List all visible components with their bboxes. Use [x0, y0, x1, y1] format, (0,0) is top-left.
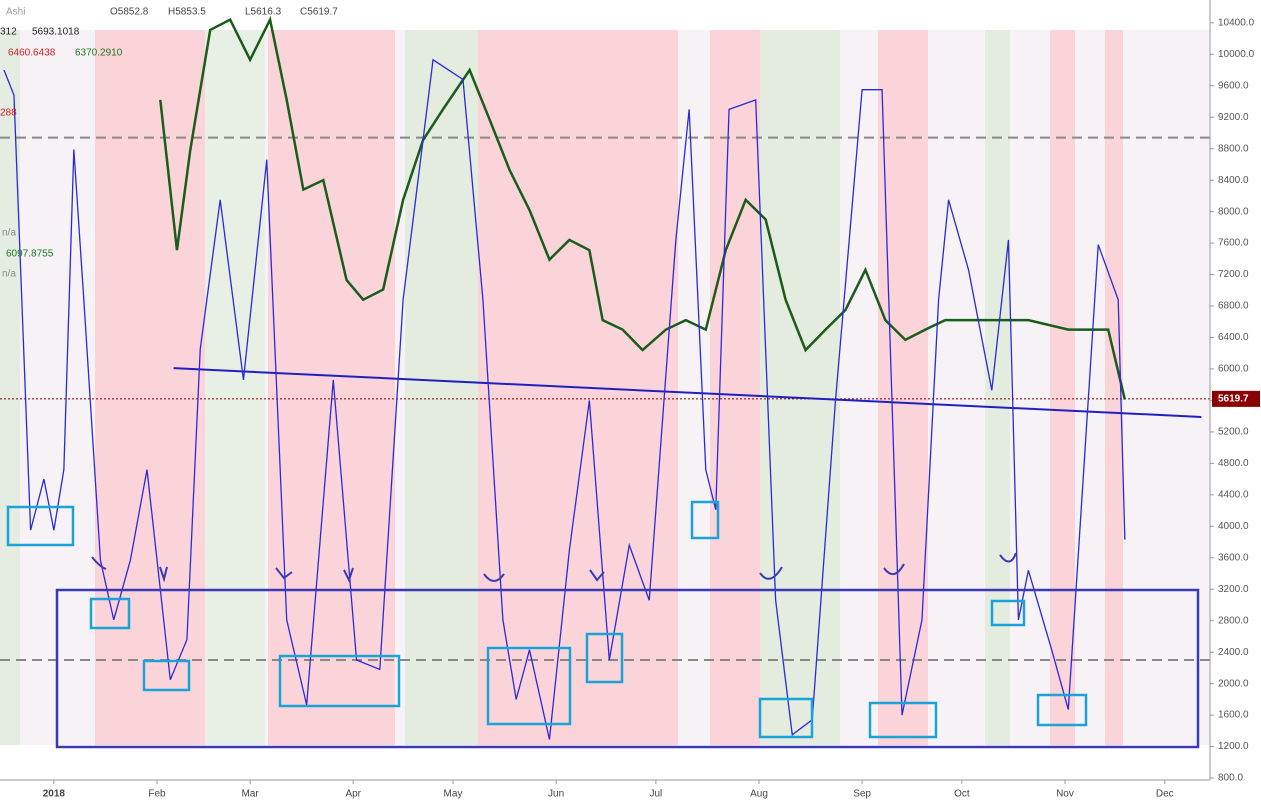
y-tick-label: 1600.0: [1218, 710, 1249, 721]
y-tick-label: 3200.0: [1218, 584, 1249, 595]
highlight-box: [6, 505, 75, 547]
shade: [1105, 30, 1123, 745]
y-tick-label: 10000.0: [1218, 49, 1255, 60]
y-tick-label: 9600.0: [1218, 80, 1249, 91]
y-tick-label: 10400.0: [1218, 17, 1255, 28]
series-line: [159, 15, 1127, 400]
last-price-tag: [1212, 390, 1260, 407]
x-tick-label: May: [444, 789, 463, 800]
x-tick-label: Apr: [345, 789, 361, 800]
y-tick-label: 7200.0: [1218, 269, 1249, 280]
highlight-box: [868, 701, 938, 739]
y-tick-label: 9200.0: [1218, 112, 1249, 123]
y-tick-label: 6400.0: [1218, 332, 1249, 343]
y-tick-label: 7600.0: [1218, 238, 1249, 249]
arrow-mark: [91, 556, 168, 583]
arrow-mark: [483, 569, 605, 582]
series-line: [3, 58, 1126, 740]
y-tick-label: 1200.0: [1218, 741, 1249, 752]
y-tick-label: 6800.0: [1218, 301, 1249, 312]
indicator-label: n/a: [2, 269, 16, 280]
y-tick-label: 8000.0: [1218, 206, 1249, 217]
ohlc: C5619.7: [300, 7, 338, 18]
indicator-label: 6370.2910: [75, 48, 123, 59]
x-tick-label: Nov: [1056, 789, 1074, 800]
y-tick-label: 4400.0: [1218, 489, 1249, 500]
ohlc: L5616.3: [245, 7, 282, 18]
shade: [878, 30, 928, 745]
shade: [268, 30, 395, 745]
last-price-label: 5619.7: [1218, 394, 1249, 405]
indicator-label: 312: [0, 27, 17, 38]
shade: [405, 30, 478, 745]
highlight-box: [990, 599, 1026, 627]
shade: [95, 30, 205, 745]
y-tick-label: 4800.0: [1218, 458, 1249, 469]
x-tick-label: Dec: [1156, 789, 1174, 800]
arrow-mark: [759, 552, 1017, 580]
x-tick-label: Sep: [853, 789, 871, 800]
trendline: [173, 367, 1202, 418]
range-box: [55, 588, 1200, 749]
highlight-box: [758, 697, 814, 739]
shade: [760, 30, 840, 745]
symbol: Ashi: [6, 7, 25, 18]
indicator-label: 5693.1018: [32, 27, 80, 38]
y-tick-label: 2400.0: [1218, 647, 1249, 658]
y-tick-label: 3600.0: [1218, 552, 1249, 563]
indicator-label: n/a: [2, 228, 16, 239]
arrow-mark: [275, 567, 354, 583]
shade: [710, 30, 760, 745]
shade: [1050, 30, 1075, 745]
highlight-box: [1036, 693, 1088, 727]
x-tick-label: Feb: [148, 789, 166, 800]
shade: [205, 30, 265, 745]
x-tick-label: Oct: [954, 789, 970, 800]
indicator-label: 6460.6438: [8, 48, 56, 59]
x-tick-label: Jul: [649, 789, 662, 800]
x-tick-label: Mar: [241, 789, 259, 800]
indicator-label: 6097.8755: [6, 249, 54, 260]
x-tick-label: Jun: [548, 789, 564, 800]
y-tick-label: 8800.0: [1218, 143, 1249, 154]
highlight-box: [278, 654, 401, 708]
y-tick-label: 2000.0: [1218, 678, 1249, 689]
y-tick-label: 4000.0: [1218, 521, 1249, 532]
x-tick-label: 2018: [43, 789, 66, 800]
plot: [0, 15, 1210, 740]
y-tick-label: 5200.0: [1218, 427, 1249, 438]
ohlc: O5852.8: [110, 7, 149, 18]
y-tick-label: 6000.0: [1218, 364, 1249, 375]
highlight-box: [142, 659, 191, 692]
shade: [0, 30, 20, 745]
background-shading: [0, 30, 1210, 745]
highlight-box: [89, 597, 131, 630]
highlight-box: [486, 646, 572, 726]
annotations: [6, 500, 1200, 749]
highlight-box: [690, 500, 720, 540]
y-tick-label: 8400.0: [1218, 175, 1249, 186]
ohlc: H5853.5: [168, 7, 206, 18]
y-tick-label: 2800.0: [1218, 615, 1249, 626]
indicator-label: 288: [0, 108, 17, 119]
x-tick-label: Aug: [750, 789, 768, 800]
y-tick-label: 800.0: [1218, 773, 1243, 784]
highlight-box: [585, 632, 624, 684]
